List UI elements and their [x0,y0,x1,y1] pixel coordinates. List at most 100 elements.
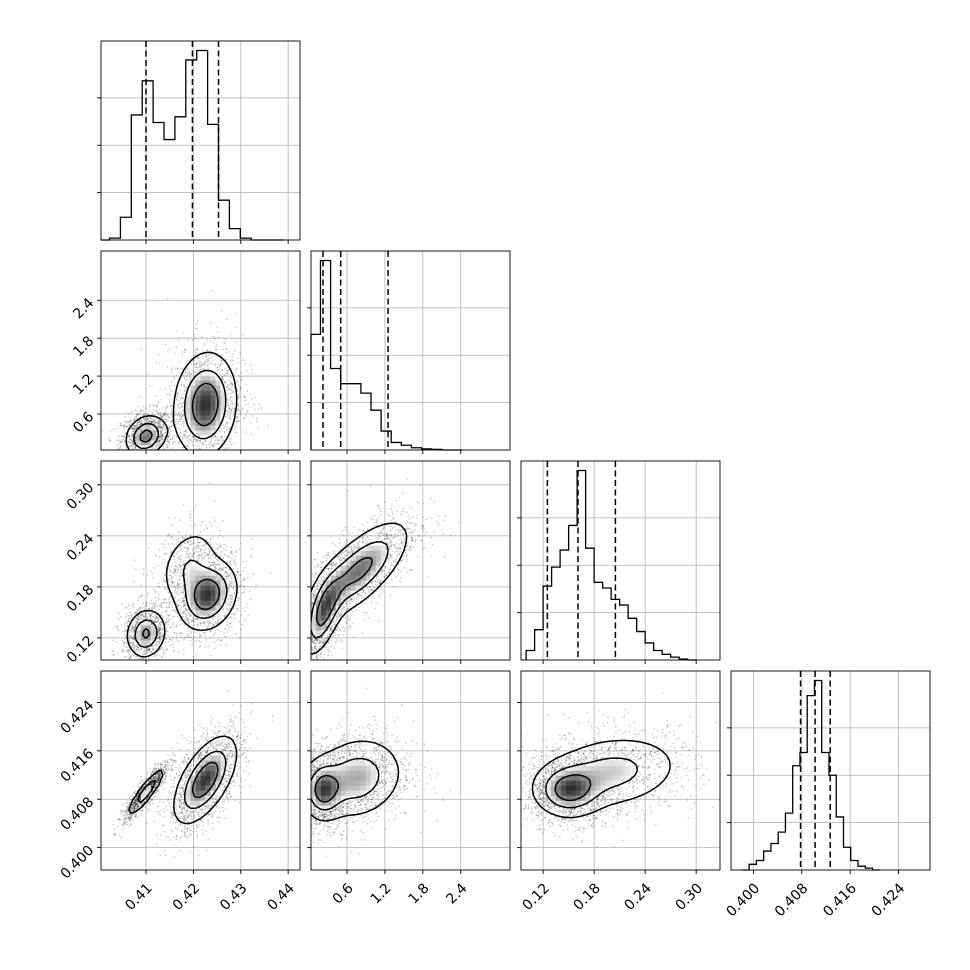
sample-point [139,415,142,417]
sample-point [133,634,135,637]
sample-point [232,442,235,444]
sample-point [150,618,153,621]
sample-point [199,440,202,443]
sample-point [129,655,132,658]
sample-point [194,366,197,369]
density-cell [215,420,221,426]
sample-point [195,362,198,364]
sample-point [229,563,232,565]
sample-point [152,678,154,680]
sample-point [127,620,130,623]
density-cell [220,390,226,396]
sample-point [222,567,225,569]
sample-point [200,466,202,468]
sample-point [220,550,223,553]
sample-point [195,639,198,642]
sample-point [166,440,169,443]
sample-point [157,629,160,632]
sample-point [159,425,161,427]
sample-point [162,414,165,417]
sample-point [135,417,138,420]
sample-point [147,646,150,649]
sample-point [217,547,219,550]
sample-point [134,447,137,450]
sample-point [244,567,246,569]
sample-point [117,666,119,668]
sample-point [126,452,128,454]
sample-point [154,666,156,668]
sample-point [166,601,169,604]
sample-point [152,404,155,406]
sample-point [203,551,206,554]
sample-point [135,427,138,430]
sample-point [166,414,169,416]
sample-point [189,439,192,441]
sample-point [183,386,185,388]
sample-point [144,613,147,615]
sample-point [178,608,180,611]
sample-point [195,476,197,478]
sample-point [160,623,162,626]
sample-point [202,442,204,444]
sample-point [177,579,180,582]
sample-point [126,457,128,459]
sample-point [132,444,135,447]
sample-point [190,631,192,633]
sample-point [228,604,231,607]
sample-point [174,588,177,591]
sample-point [206,363,208,366]
sample-point [140,595,143,597]
sample-point [243,585,246,587]
sample-point [230,458,232,460]
sample-point [128,459,130,461]
sample-point [136,599,139,602]
sample-point [227,609,229,612]
sample-point [139,413,141,415]
sample-point [229,574,232,577]
sample-point [148,607,150,610]
sample-point [224,612,227,615]
sample-point [130,657,132,659]
sample-point [207,554,210,557]
sample-point [123,641,126,644]
sample-point [182,536,184,539]
sample-point [227,588,230,591]
sample-point [160,631,162,634]
sample-point [218,530,221,532]
sample-point [179,632,182,634]
sample-point [251,415,254,417]
sample-point [240,614,242,616]
sample-point [193,438,196,441]
sample-point [190,363,193,365]
sample-point [134,418,137,420]
sample-point [136,621,139,624]
sample-point [152,602,154,605]
sample-point [121,648,124,651]
sample-point [190,556,193,558]
sample-point [201,665,203,667]
sample-point [137,615,140,617]
sample-point [244,396,246,399]
sample-point [149,420,152,422]
sample-point [143,455,145,457]
sample-point [168,385,171,388]
density-cell [205,410,211,416]
sample-point [237,408,239,410]
sample-point [230,585,233,588]
sample-point [148,648,151,651]
sample-point [166,613,169,615]
sample-point [140,421,142,424]
sample-point [132,655,135,657]
sample-point [219,442,222,444]
sample-point [135,620,137,622]
sample-point [123,427,125,430]
sample-point [158,635,161,638]
sample-point [132,637,135,640]
sample-point [173,556,175,558]
sample-point [122,641,125,644]
sample-point [115,444,118,446]
sample-point [147,417,149,420]
sample-point [225,385,228,388]
sample-point [177,392,180,394]
sample-point [238,409,240,412]
